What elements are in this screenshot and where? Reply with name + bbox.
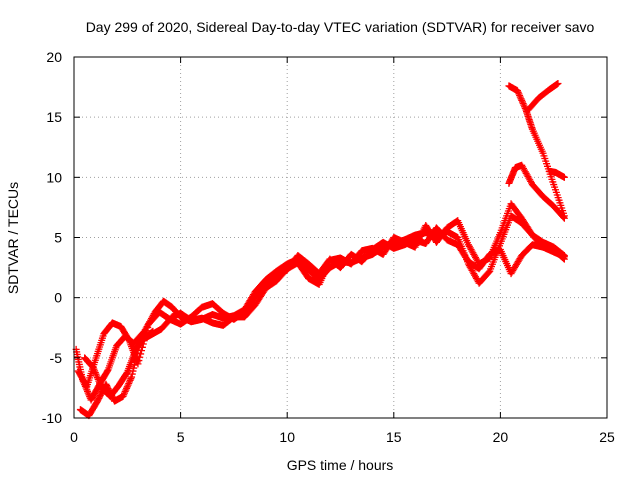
x-tick-label: 0 [70,429,78,445]
series-track-5 [505,161,568,222]
data-point [517,95,525,103]
data-point [123,369,131,377]
data-point [128,373,136,381]
data-point [127,375,135,383]
data-point [119,392,127,400]
data-point [519,100,527,108]
x-tick-label: 25 [599,429,615,445]
y-tick-label: 20 [46,49,62,65]
data-point [515,90,523,98]
data-point [554,79,562,87]
data-point [124,381,132,389]
data-points [72,79,568,420]
y-tick-label: 0 [54,290,62,306]
y-tick-label: 5 [54,230,62,246]
data-point [516,93,524,101]
data-point [122,386,130,394]
x-tick-label: 20 [493,429,509,445]
series-track-8 [545,167,568,181]
data-point [123,384,131,392]
y-tick-label: -10 [42,410,62,426]
data-point [520,101,528,109]
data-point [121,388,129,396]
data-point [518,96,526,104]
y-tick-label: 15 [46,109,62,125]
x-axis-title: GPS time / hours [287,457,394,473]
data-point [136,353,144,361]
axes [73,56,608,419]
data-point [120,389,128,397]
data-point [120,391,128,399]
x-tick-label: 15 [386,429,402,445]
data-point [125,380,133,388]
chart-title: Day 299 of 2020, Sidereal Day-to-day VTE… [86,19,595,35]
data-point [560,212,568,220]
data-point [514,88,522,96]
y-tick-label: 10 [46,169,62,185]
data-point [129,367,137,375]
data-point [144,323,152,331]
series-track-4 [81,327,157,400]
series-track-7 [524,79,562,114]
data-point [516,92,524,100]
x-tick-label: 10 [279,429,295,445]
data-point [128,370,136,378]
data-point [560,173,568,181]
data-point [521,103,529,111]
x-tick-label: 5 [177,429,185,445]
data-point [123,383,131,391]
data-point [560,253,568,261]
data-point [137,350,145,358]
y-tick-label: -5 [50,350,63,366]
data-point [513,87,521,95]
data-point [148,328,156,336]
series-track-3 [76,200,568,420]
tick-labels: 0 5 10 15 20 25 -10 -5 0 5 10 15 20 [42,49,615,445]
y-axis-title: SDTVAR / TECUs [5,182,21,294]
data-point [135,357,143,365]
data-point [518,98,526,106]
data-point [149,327,157,335]
series-track-6 [505,82,568,220]
data-point [103,367,111,375]
data-point [126,376,134,384]
data-point [125,378,133,386]
data-point [125,336,133,344]
grid [74,57,607,418]
